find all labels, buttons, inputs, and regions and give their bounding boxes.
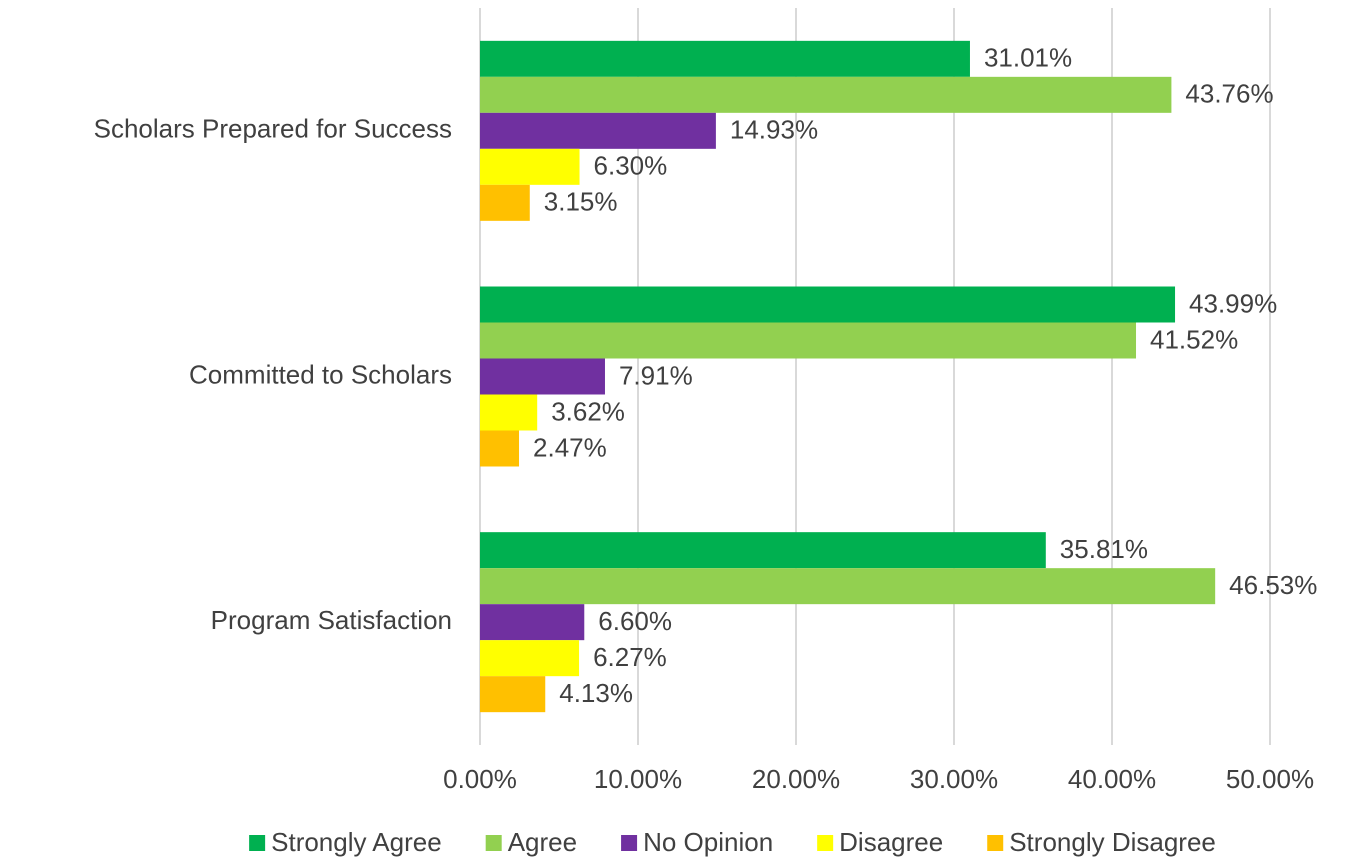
bar (480, 148, 580, 185)
value-label: 6.27% (593, 642, 667, 672)
x-tick-label: 10.00% (594, 764, 682, 794)
bar (480, 76, 1172, 113)
value-label: 41.52% (1150, 324, 1238, 354)
bar (480, 430, 520, 467)
x-tick-label: 50.00% (1226, 764, 1314, 794)
bar (480, 286, 1176, 323)
bar (480, 568, 1216, 605)
bar (480, 532, 1046, 569)
x-tick-label: 40.00% (1068, 764, 1156, 794)
value-label: 7.91% (619, 360, 693, 390)
value-label: 43.99% (1189, 288, 1277, 318)
legend-label: Disagree (839, 827, 943, 857)
value-label: 14.93% (730, 115, 818, 145)
legend-label: Strongly Agree (271, 827, 442, 857)
bar (480, 640, 580, 677)
bar (480, 40, 970, 77)
bar (480, 676, 546, 713)
legend-label: No Opinion (643, 827, 773, 857)
legend-swatch (817, 835, 834, 851)
legend-swatch (987, 835, 1004, 851)
value-label: 3.62% (551, 396, 625, 426)
y-tick-label: Scholars Prepared for Success (94, 114, 452, 144)
bar (480, 604, 585, 641)
value-label: 6.30% (594, 151, 668, 181)
legend-swatch (621, 835, 638, 851)
x-tick-label: 0.00% (443, 764, 517, 794)
bar (480, 112, 716, 149)
bar (480, 184, 530, 221)
y-tick-label: Committed to Scholars (189, 359, 452, 389)
value-label: 6.60% (598, 606, 672, 636)
x-tick-label: 30.00% (910, 764, 998, 794)
value-label: 3.15% (544, 187, 618, 217)
bar (480, 394, 538, 431)
value-label: 46.53% (1229, 570, 1317, 600)
value-label: 35.81% (1060, 534, 1148, 564)
legend-label: Agree (508, 827, 577, 857)
bar (480, 358, 605, 395)
value-label: 43.76% (1185, 79, 1273, 109)
y-tick-label: Program Satisfaction (211, 605, 452, 635)
bar (480, 322, 1137, 359)
value-label: 31.01% (984, 43, 1072, 73)
legend-label: Strongly Disagree (1009, 827, 1216, 857)
value-label: 4.13% (559, 678, 633, 708)
value-label: 2.47% (533, 432, 607, 462)
x-tick-label: 20.00% (752, 764, 840, 794)
legend-swatch (485, 835, 502, 851)
legend-swatch (249, 835, 266, 851)
